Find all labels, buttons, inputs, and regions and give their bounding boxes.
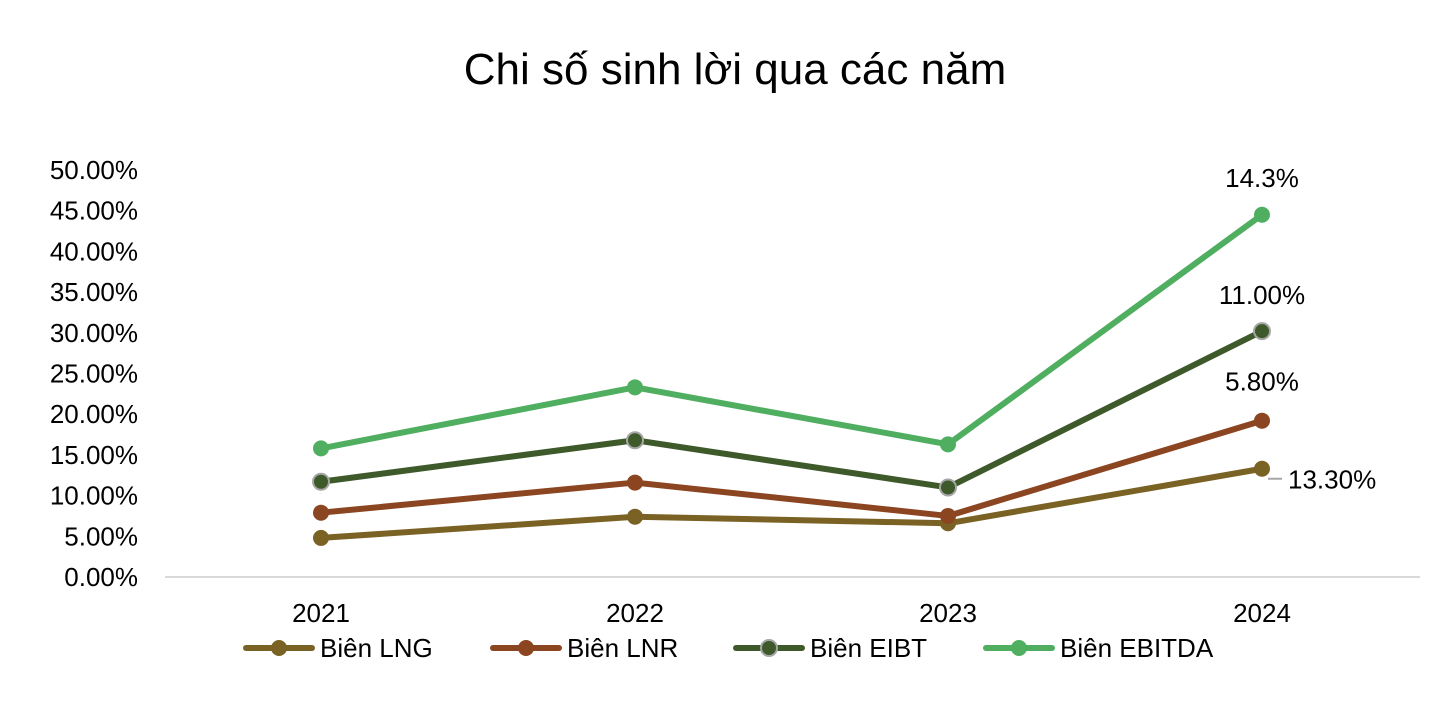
x-tick-label: 2022 (606, 598, 664, 628)
data-point (940, 507, 956, 524)
legend-item: Biên EIBT (733, 633, 927, 663)
series-line (318, 211, 1265, 452)
x-tick-label: 2023 (919, 598, 977, 628)
data-label: 5.80% (1225, 367, 1299, 397)
x-tick-label: 2024 (1233, 598, 1291, 628)
y-axis-ticks: 0.00% 5.00% 10.00% 15.00% 20.00% 25.00% 30.00%… (50, 155, 138, 592)
legend-swatch-marker (518, 640, 534, 656)
y-tick-label: 35.00% (50, 277, 138, 307)
series-group (313, 412, 1270, 524)
y-tick-label: 45.00% (50, 196, 138, 226)
data-point (313, 529, 329, 546)
x-tick-label: 2021 (292, 598, 350, 628)
legend-swatch-marker (1011, 640, 1027, 656)
y-tick-label: 15.00% (50, 440, 138, 470)
series-line (318, 465, 1265, 541)
legend-label: Biên EBITDA (1060, 633, 1214, 663)
legend-swatch-marker (271, 640, 287, 656)
data-label: 13.30% (1288, 465, 1376, 495)
y-tick-label: 50.00% (50, 155, 138, 185)
data-point (627, 474, 643, 491)
legend-swatch-marker (760, 639, 778, 657)
data-label: 11.00% (1219, 280, 1305, 310)
data-labels: 13.30% 5.80% 11.00% 14.3% (1219, 163, 1376, 495)
series-layer (312, 206, 1271, 546)
data-point (1253, 322, 1271, 341)
y-tick-label: 20.00% (50, 399, 138, 429)
y-tick-label: 5.00% (64, 521, 138, 551)
legend-item: Biên LNG (243, 633, 433, 663)
series-line (318, 417, 1265, 519)
legend-item: Biên EBITDA (983, 633, 1214, 663)
y-tick-label: 25.00% (50, 359, 138, 389)
legend-label: Biên LNG (320, 633, 433, 663)
data-point (1254, 412, 1270, 429)
data-point (627, 379, 643, 396)
data-point (939, 478, 957, 497)
data-point (627, 508, 643, 525)
data-point (313, 504, 329, 521)
series-group (312, 322, 1271, 497)
data-label: 14.3% (1225, 163, 1299, 193)
data-point (940, 436, 956, 453)
data-point (313, 440, 329, 457)
y-tick-label: 10.00% (50, 481, 138, 511)
legend-item: Biên LNR (490, 633, 678, 663)
y-tick-label: 30.00% (50, 318, 138, 348)
data-point (1254, 460, 1270, 477)
y-tick-label: 0.00% (64, 562, 138, 592)
legend: Biên LNG Biên LNR Biên EIBT Biên EBITDA (243, 633, 1214, 663)
legend-label: Biên LNR (567, 633, 678, 663)
series-group (313, 206, 1270, 457)
series-line (318, 328, 1265, 491)
data-point (312, 472, 330, 491)
chart-title: Chi số sinh lời qua các năm (464, 45, 1006, 94)
data-point (626, 431, 644, 450)
series-group (313, 460, 1270, 546)
legend-label: Biên EIBT (810, 633, 927, 663)
y-tick-label: 40.00% (50, 236, 138, 266)
x-axis-ticks: 2021 2022 2023 2024 (292, 598, 1291, 628)
data-point (1254, 206, 1270, 223)
